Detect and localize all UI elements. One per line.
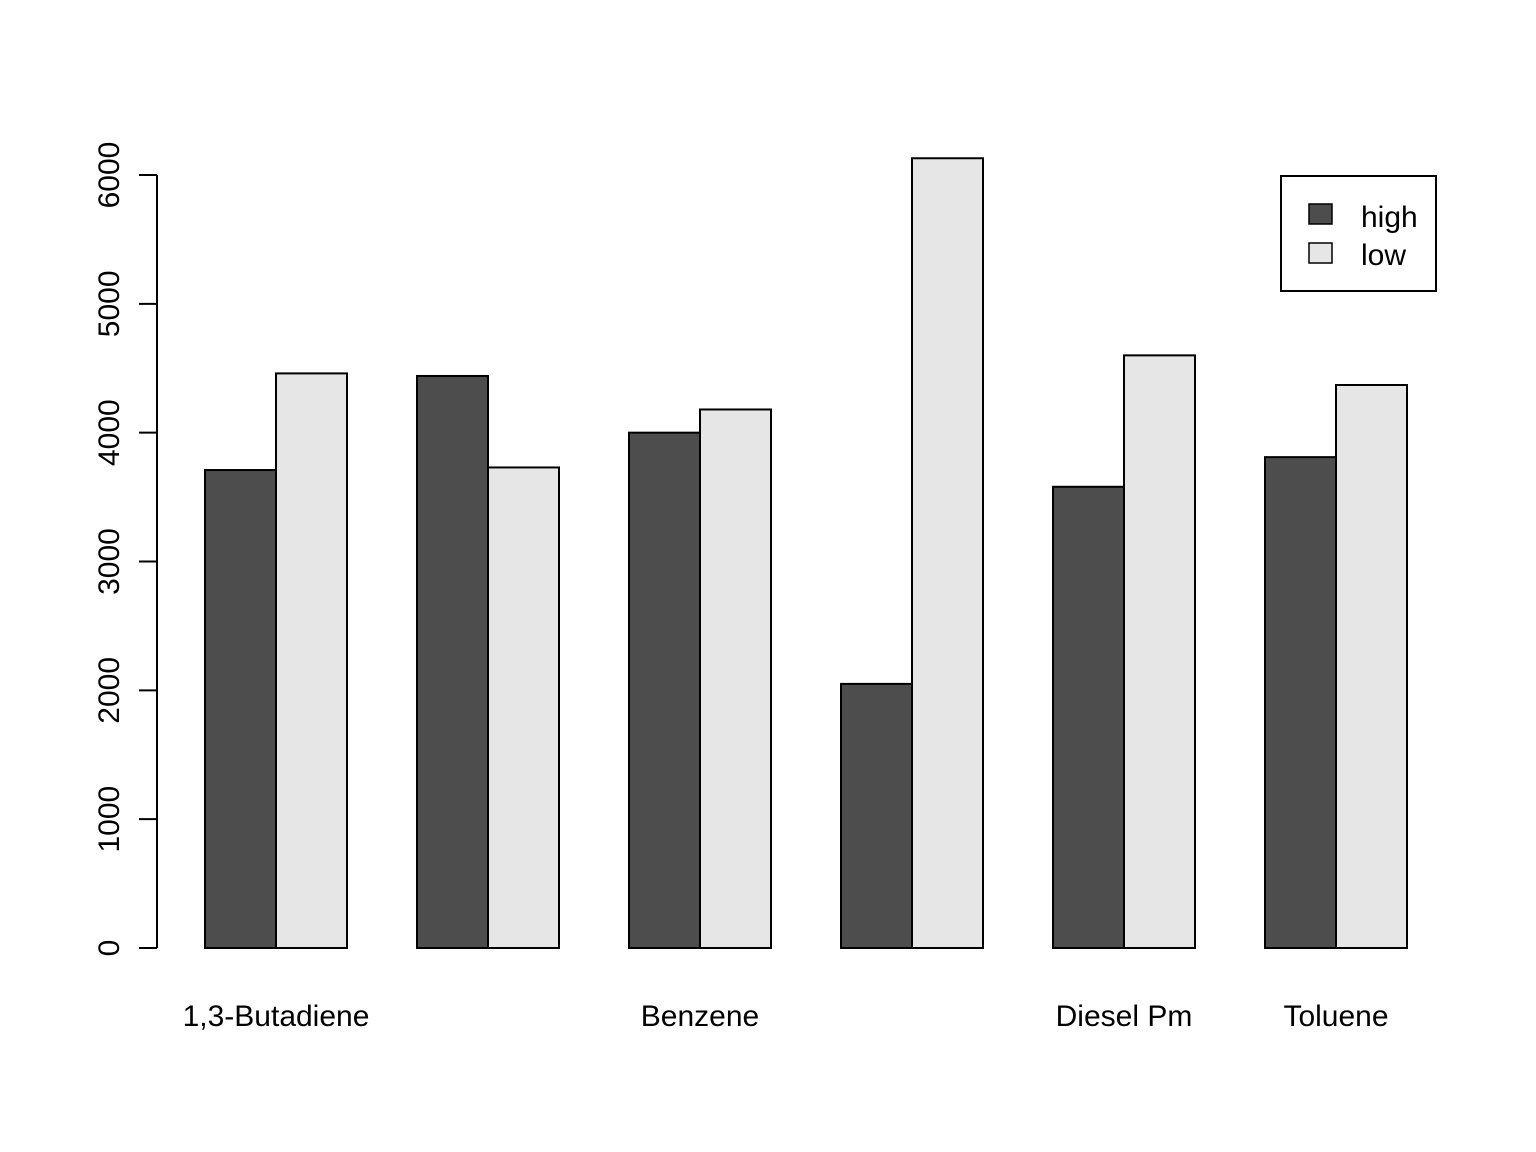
legend-swatch-high <box>1308 203 1333 225</box>
y-tick-label: 2000 <box>93 657 126 724</box>
y-tick-label: 4000 <box>93 399 126 466</box>
x-tick-label: Diesel Pm <box>1056 1000 1193 1033</box>
bar-low-0 <box>275 372 348 949</box>
x-tick-label: Benzene <box>641 1000 759 1033</box>
x-tick-label: 1,3-Butadiene <box>183 1000 370 1033</box>
bars <box>204 157 1408 950</box>
legend-swatch-low <box>1308 242 1333 264</box>
y-tick-label: 3000 <box>93 528 126 595</box>
y-tick-label: 0 <box>93 940 126 957</box>
x-tick-label: Toluene <box>1283 1000 1388 1033</box>
bar-low-3 <box>911 157 984 950</box>
x-axis-labels: 1,3-Butadiene Benzene Diesel Pm Toluene <box>183 1000 1389 1033</box>
bar-low-2 <box>699 408 772 949</box>
legend-box <box>1280 175 1437 292</box>
y-tick-label: 6000 <box>93 142 126 209</box>
bar-low-5 <box>1335 383 1408 949</box>
bar-low-4 <box>1123 354 1196 950</box>
y-tick-label: 5000 <box>93 270 126 337</box>
legend-label-high: high <box>1361 201 1418 234</box>
bar-high-4 <box>1052 485 1125 949</box>
bar-high-5 <box>1264 456 1337 949</box>
legend: high low <box>1280 175 1437 292</box>
y-tick-label: 1000 <box>93 786 126 853</box>
bar-high-1 <box>416 374 489 950</box>
y-axis: 0 1000 2000 3000 4000 5000 6000 <box>93 142 158 957</box>
bar-low-1 <box>487 466 560 949</box>
bar-high-2 <box>628 431 701 949</box>
legend-label-low: low <box>1361 239 1406 272</box>
bar-high-3 <box>840 682 913 949</box>
bar-high-0 <box>204 469 277 949</box>
